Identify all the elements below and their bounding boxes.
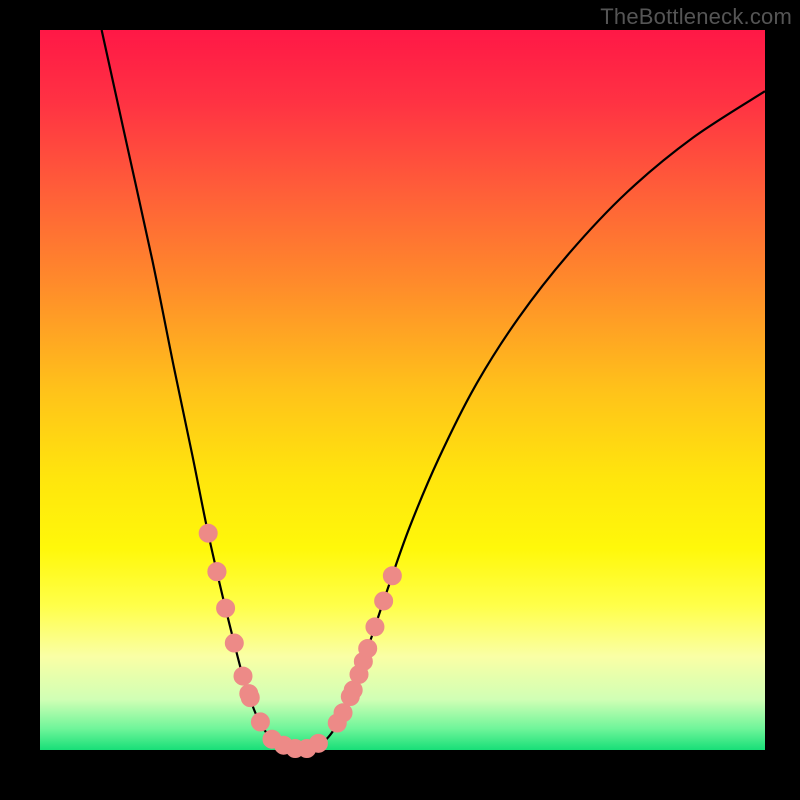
data-marker [199,524,217,542]
data-marker [366,618,384,636]
data-marker [334,704,352,722]
watermark-text: TheBottleneck.com [600,4,792,30]
data-marker [383,567,401,585]
data-marker [251,713,269,731]
data-marker [359,639,377,657]
data-marker [208,563,226,581]
data-marker [225,634,243,652]
data-marker [217,599,235,617]
data-marker [309,734,327,752]
data-marker [375,592,393,610]
plot-background [40,30,765,750]
chart-container: TheBottleneck.com [0,0,800,800]
data-marker [234,667,252,685]
data-marker [241,689,259,707]
chart-svg [0,0,800,800]
